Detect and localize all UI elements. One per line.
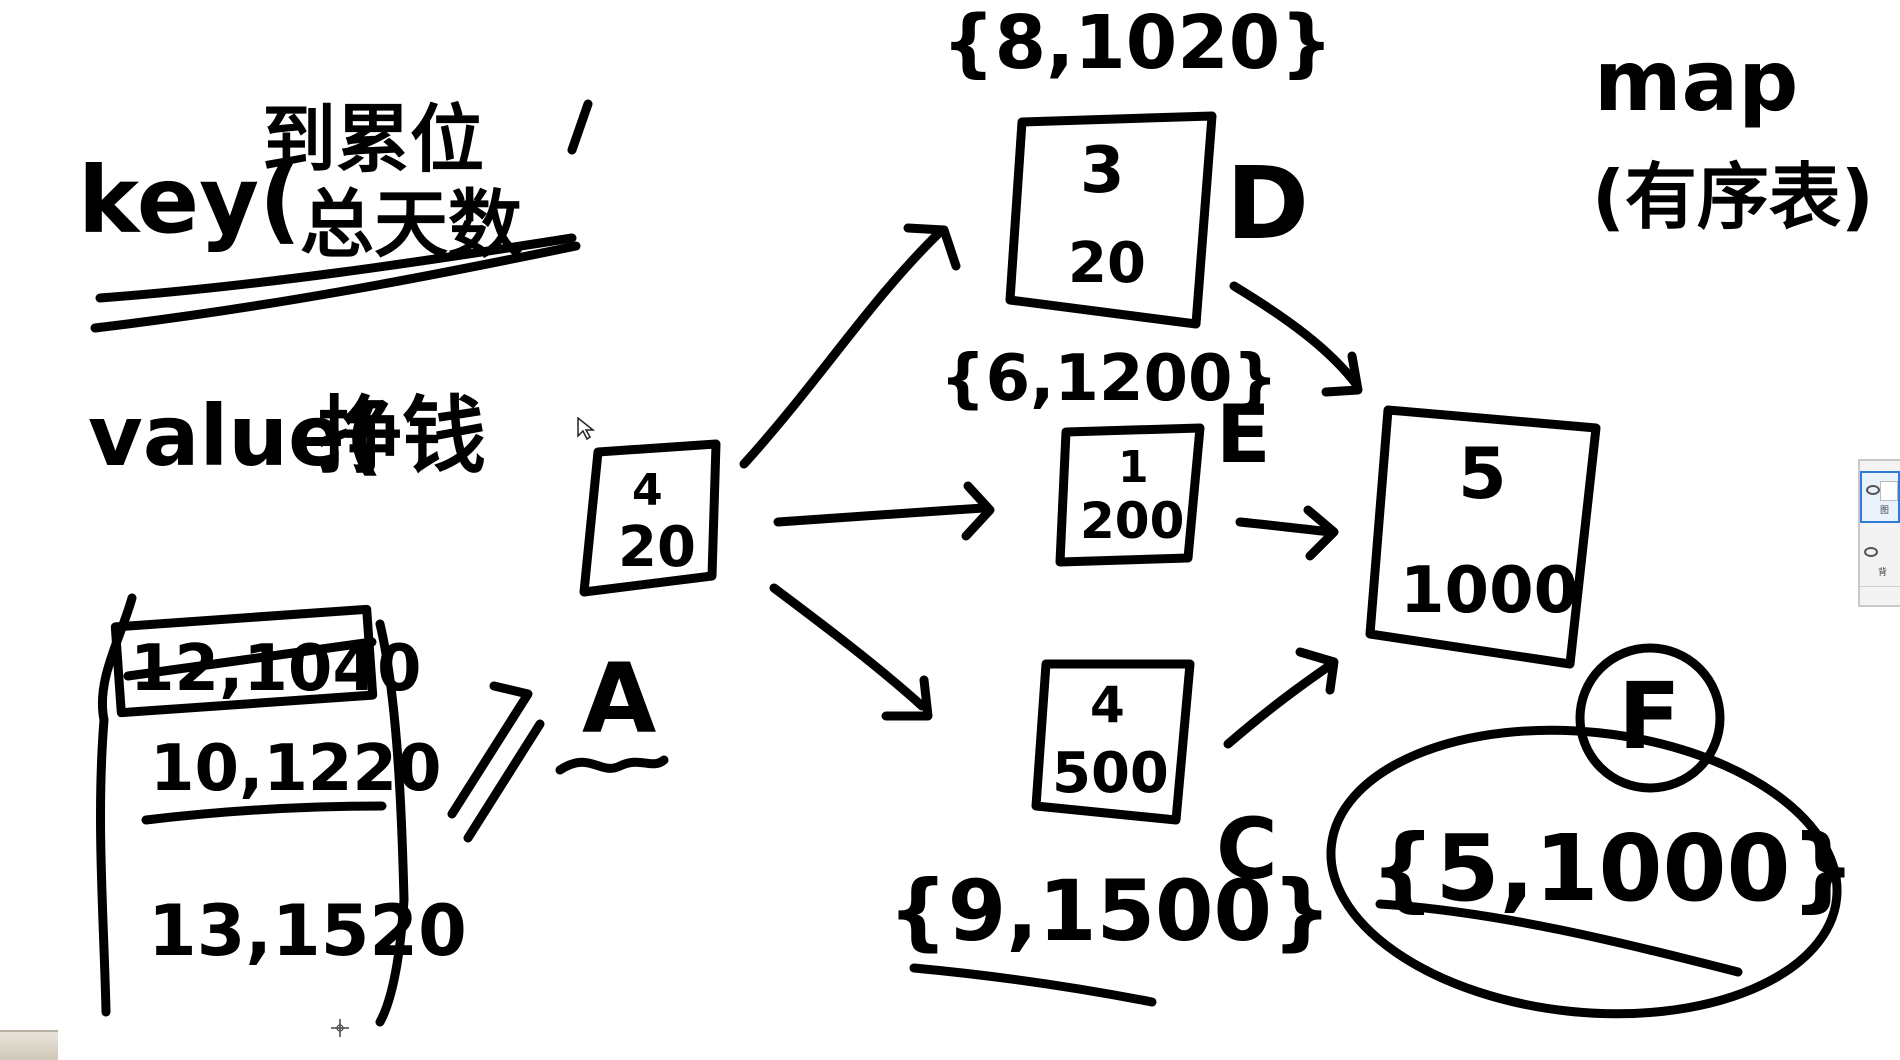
pair-stack: 12,1040 10,1220 13,1520 xyxy=(101,598,467,1022)
stack-item-3: 13,1520 xyxy=(148,890,467,972)
stack-divider xyxy=(146,806,382,820)
node-c-pair: {9,1500} xyxy=(888,862,1332,960)
node-d-days: 3 xyxy=(1080,134,1125,208)
stack-to-a-arrow: A xyxy=(452,643,664,838)
node-a-tilde xyxy=(560,760,664,770)
node-f-label: F xyxy=(1618,663,1681,770)
edge-a-e xyxy=(778,486,990,536)
node-f-money: 1000 xyxy=(1400,554,1578,628)
node-e-label: E xyxy=(1216,388,1271,481)
mouse-cursor-icon xyxy=(577,417,595,441)
node-d-pair: {8,1020} xyxy=(942,0,1333,86)
layer-thumbnail xyxy=(1880,481,1898,501)
move-cursor-icon xyxy=(330,1018,350,1038)
node-a-money: 20 xyxy=(618,515,696,580)
corner-thumbnail xyxy=(0,1030,58,1060)
node-d-label: D xyxy=(1226,145,1309,262)
edge-a-c xyxy=(774,588,928,716)
layer-name: 图 xyxy=(1880,503,1889,516)
map-subtitle: (有序表) xyxy=(1592,155,1874,239)
node-e-days: 1 xyxy=(1118,442,1149,493)
layer-row-drawing[interactable]: 图 xyxy=(1860,471,1900,523)
node-c-pair-underline xyxy=(914,968,1152,1002)
node-a-label: A xyxy=(582,643,656,755)
edge-a-d xyxy=(744,228,956,464)
value-note: value( 挣钱 xyxy=(88,387,486,485)
layers-panel[interactable]: 图 背 xyxy=(1858,459,1900,607)
edge-e-f xyxy=(1240,510,1334,556)
value-meaning: 挣钱 xyxy=(318,387,486,485)
node-f: 5 1000 F {5,1000} xyxy=(1317,410,1856,1038)
map-title: map xyxy=(1594,32,1798,130)
node-c-money: 500 xyxy=(1052,741,1169,806)
node-f-days: 5 xyxy=(1458,433,1507,515)
key-note: key( 到累位 总天数 xyxy=(78,97,588,328)
node-d: {8,1020} 3 20 D xyxy=(942,0,1333,324)
key-meaning-line1: 到累位 xyxy=(262,97,484,183)
node-c-days: 4 xyxy=(1090,676,1125,734)
map-note: map (有序表) xyxy=(1592,32,1874,239)
key-tick-mark xyxy=(572,104,588,150)
node-e-money: 200 xyxy=(1080,492,1184,550)
stack-item-2: 10,1220 xyxy=(150,732,442,806)
eye-icon[interactable] xyxy=(1866,485,1880,495)
eye-icon[interactable] xyxy=(1864,547,1878,557)
node-a-days: 4 xyxy=(632,465,663,516)
node-a: 4 20 xyxy=(584,444,716,592)
node-d-money: 20 xyxy=(1068,231,1146,296)
node-e: {6,1200} 1 200 E xyxy=(940,342,1278,562)
layer-row-background[interactable]: 背 xyxy=(1860,535,1900,587)
layer-name: 背 xyxy=(1878,565,1887,578)
edge-c-f xyxy=(1228,652,1334,744)
